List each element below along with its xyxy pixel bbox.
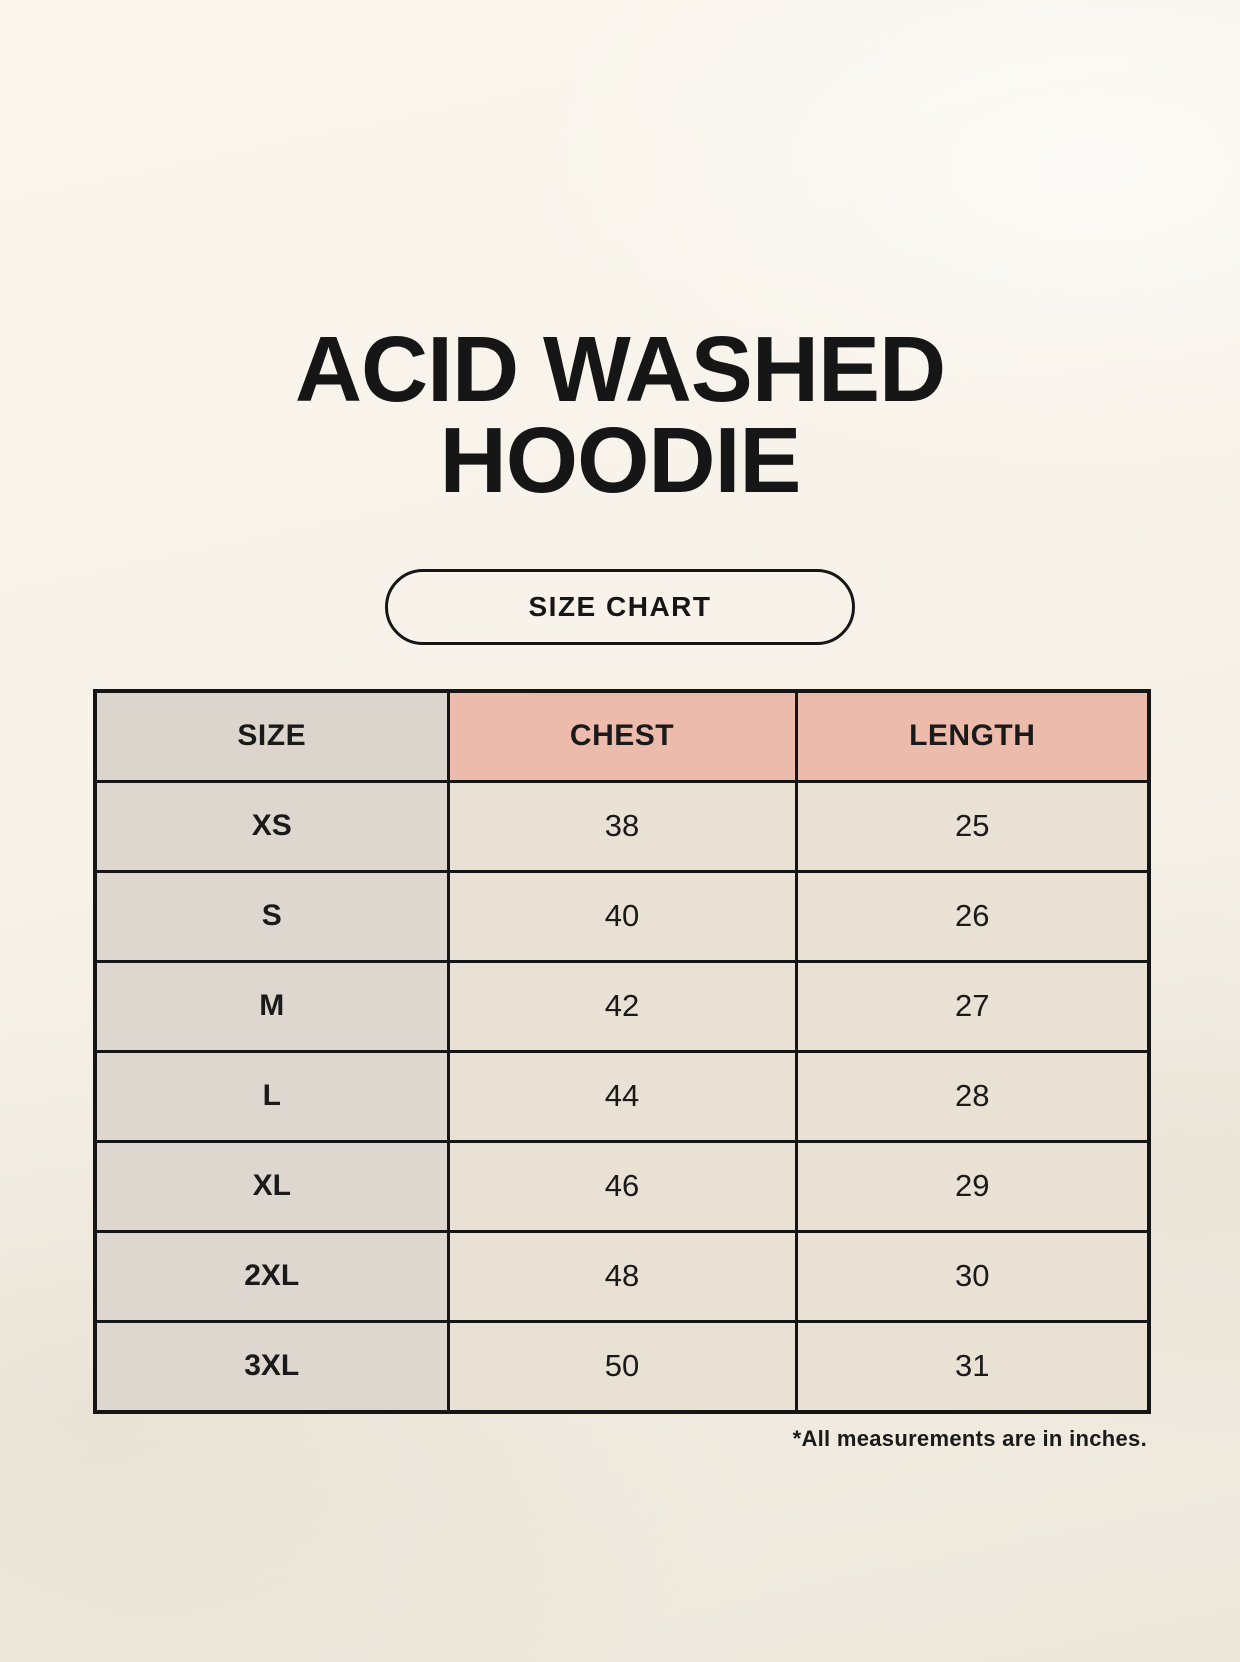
page-title-line-1: ACID WASHED — [294, 317, 946, 422]
table-row: 3XL 50 31 — [93, 1319, 1151, 1414]
table-row: XS 38 25 — [93, 779, 1151, 873]
size-label: 2XL — [93, 1229, 450, 1323]
chest-value: 50 — [446, 1319, 798, 1414]
size-label: M — [93, 959, 450, 1053]
table-header-row: SIZE CHEST LENGTH — [93, 689, 1151, 783]
column-header-size: SIZE — [93, 689, 450, 783]
size-label: XS — [93, 779, 450, 873]
length-value: 27 — [794, 959, 1151, 1053]
size-chart-button[interactable]: SIZE CHART — [385, 568, 855, 645]
size-label: 3XL — [93, 1319, 450, 1414]
measurements-footnote: *All measurements are in inches. — [792, 1425, 1147, 1451]
length-value: 30 — [794, 1229, 1151, 1323]
size-chart-table-wrap: SIZE CHEST LENGTH XS 38 25 S 40 26 M — [93, 688, 1151, 1414]
length-value: 25 — [794, 779, 1151, 873]
chest-value: 38 — [446, 779, 798, 873]
table-row: S 40 26 — [93, 869, 1151, 963]
column-header-chest: CHEST — [446, 689, 798, 783]
length-value: 29 — [794, 1139, 1151, 1233]
page-title-line-2: HOODIE — [439, 408, 802, 513]
length-value: 31 — [794, 1319, 1151, 1414]
table-row: M 42 27 — [93, 959, 1151, 1053]
size-label: S — [93, 869, 450, 963]
chest-value: 48 — [446, 1229, 798, 1323]
length-value: 28 — [794, 1049, 1151, 1143]
table-row: 2XL 48 30 — [93, 1229, 1151, 1323]
column-header-length: LENGTH — [794, 689, 1151, 783]
size-label: XL — [93, 1139, 450, 1233]
table-row: L 44 28 — [93, 1049, 1151, 1143]
chest-value: 42 — [446, 959, 798, 1053]
chest-value: 40 — [446, 869, 798, 963]
size-chart-button-row: SIZE CHART — [0, 568, 1240, 645]
size-chart-table: SIZE CHEST LENGTH XS 38 25 S 40 26 M — [93, 688, 1151, 1414]
chest-value: 46 — [446, 1139, 798, 1233]
size-label: L — [93, 1049, 450, 1143]
chest-value: 44 — [446, 1049, 798, 1143]
page-title: ACID WASHED HOODIE — [0, 62, 1240, 513]
table-row: XL 46 29 — [93, 1139, 1151, 1233]
length-value: 26 — [794, 869, 1151, 963]
size-chart-page: ACID WASHED HOODIE SIZE CHART SIZE CHEST… — [0, 62, 1240, 1662]
